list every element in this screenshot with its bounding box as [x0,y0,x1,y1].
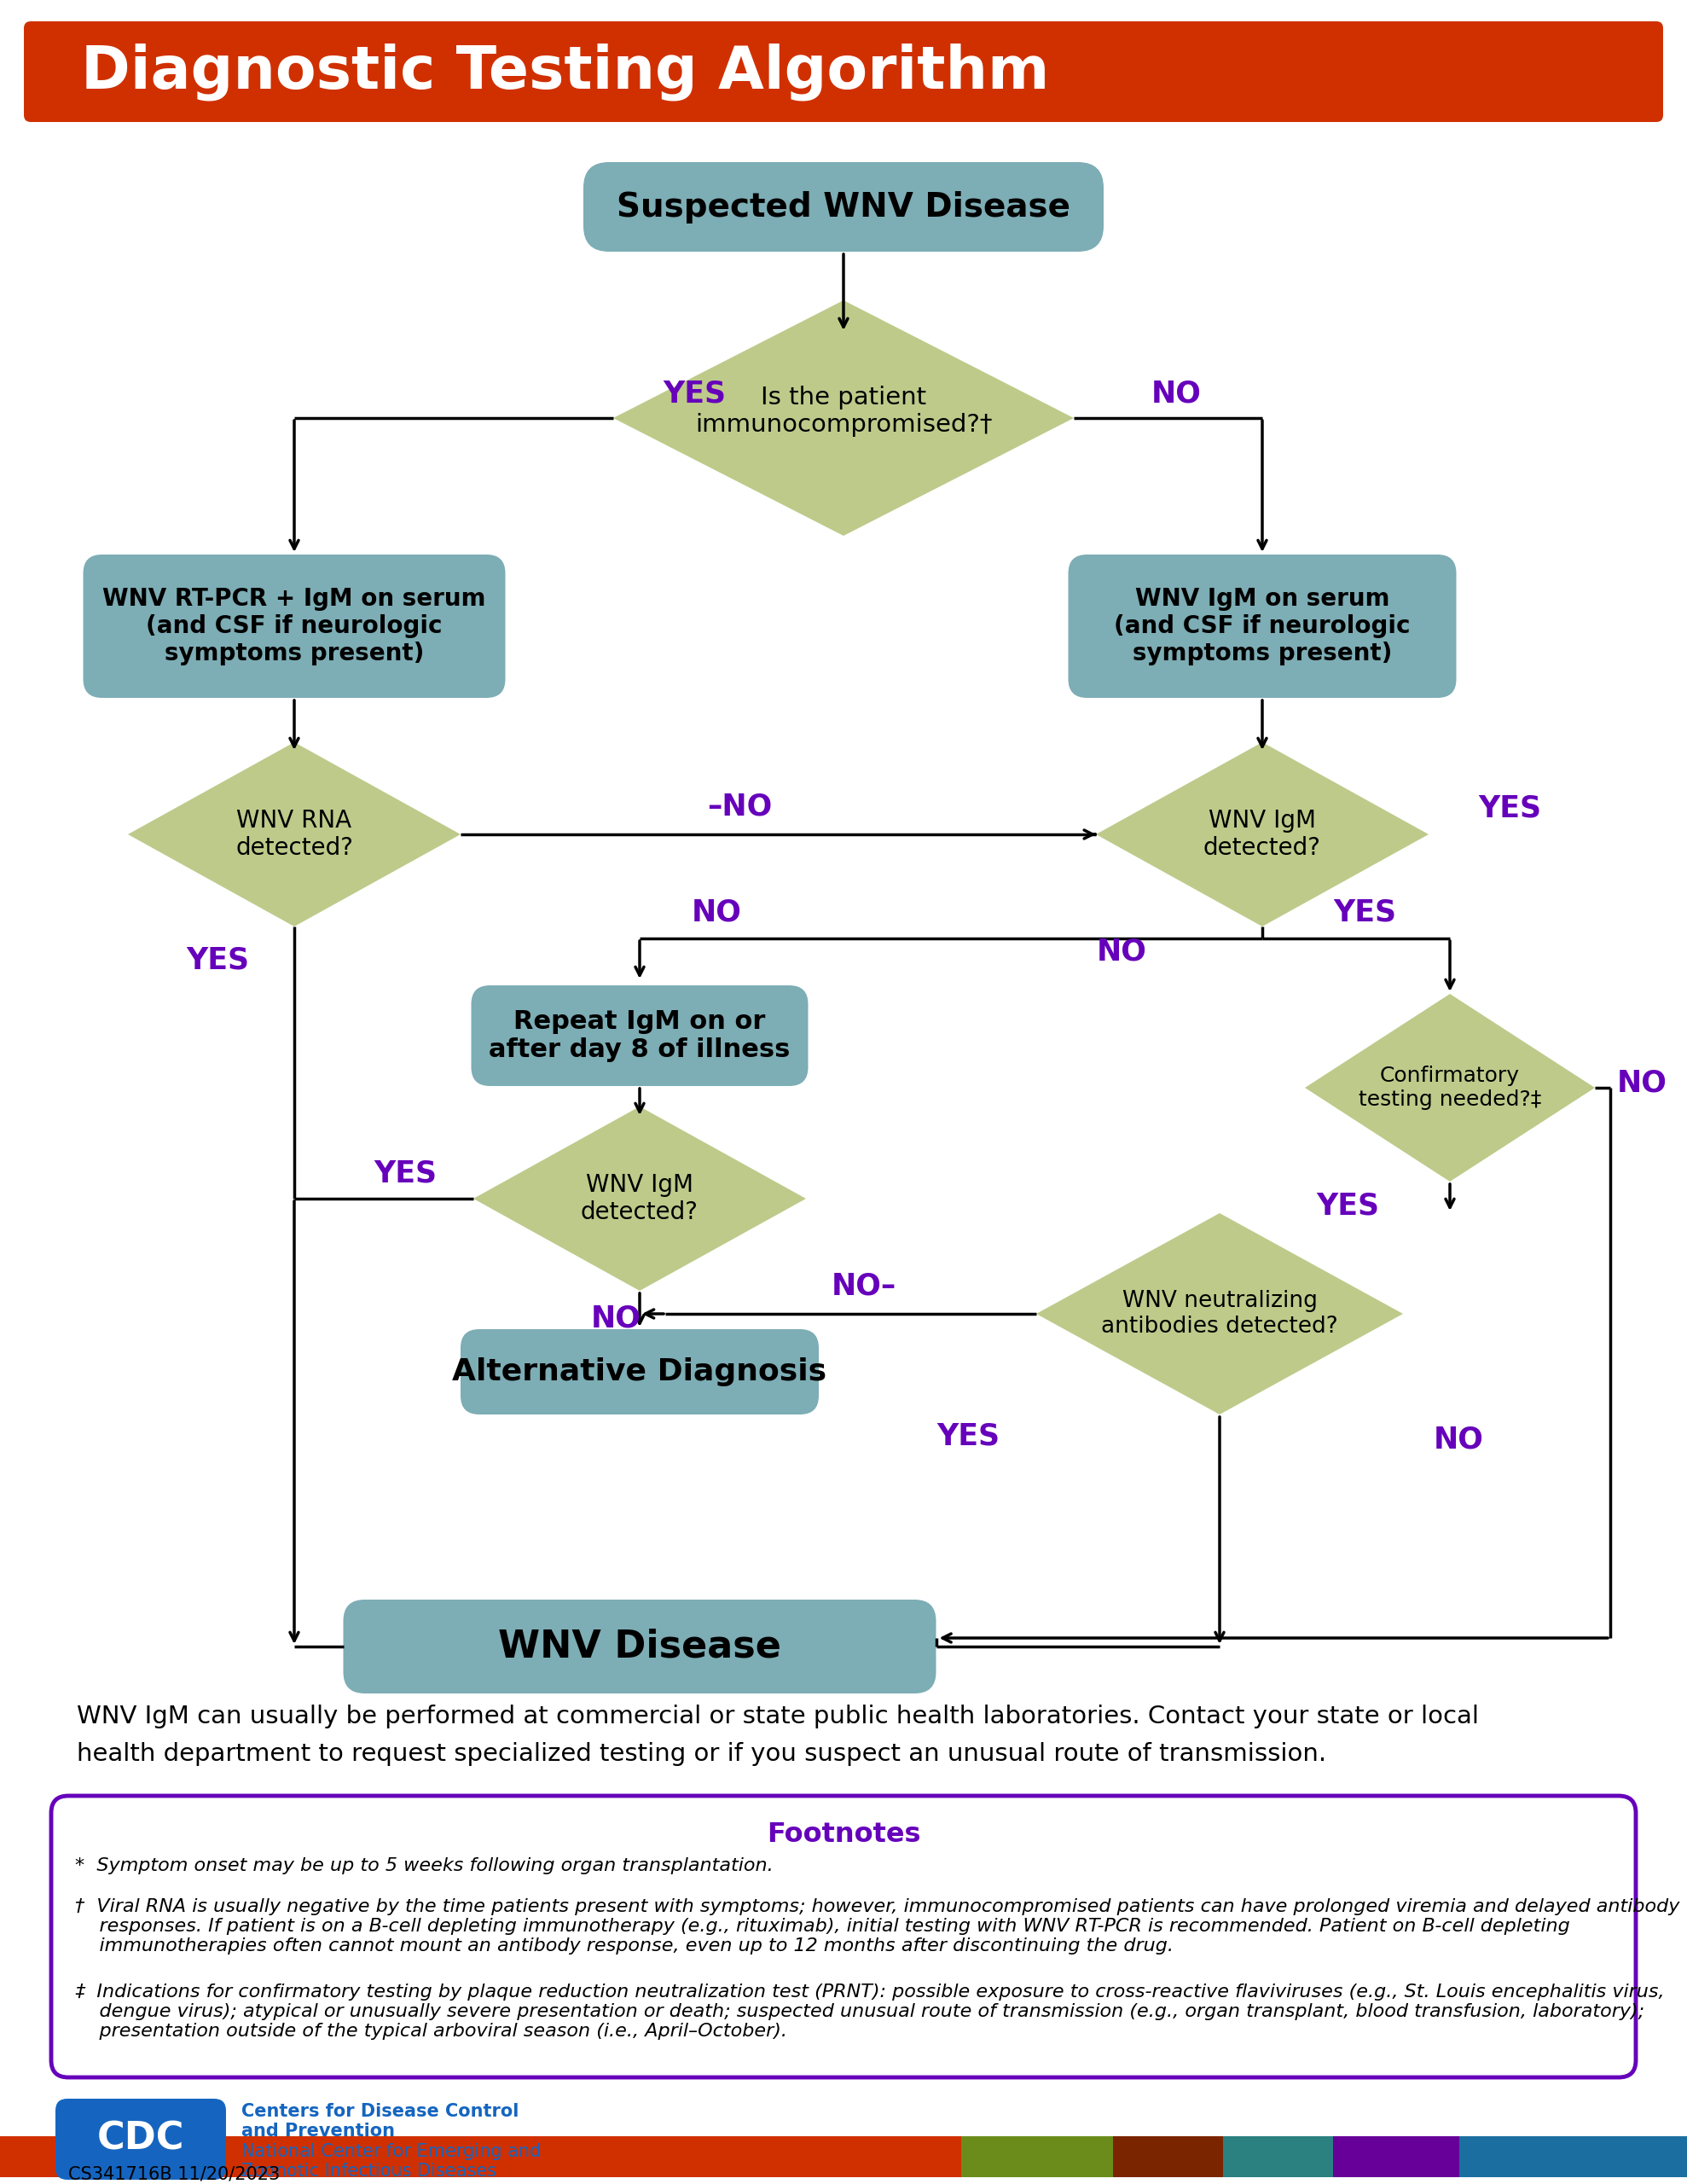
Bar [962,2136,1113,2177]
Text: WNV neutralizing
antibodies detected?: WNV neutralizing antibodies detected? [1102,1291,1338,1337]
Text: CS341716B 11/20/2023: CS341716B 11/20/2023 [67,2164,280,2182]
Text: Centers for Disease Control
and Prevention: Centers for Disease Control and Preventi… [241,2103,520,2140]
FancyBboxPatch shape [56,2099,226,2180]
Bar [1459,2136,1687,2177]
Bar [0,2136,557,2177]
Text: †  Viral RNA is usually negative by the time patients present with symptoms; how: † Viral RNA is usually negative by the t… [74,1898,1680,1955]
Text: YES: YES [373,1158,437,1188]
Polygon shape [1036,1212,1404,1415]
Text: YES: YES [1333,898,1397,928]
Text: CDC: CDC [98,2121,184,2158]
Polygon shape [612,299,1075,535]
Text: WNV IgM on serum
(and CSF if neurologic
symptoms present): WNV IgM on serum (and CSF if neurologic … [1113,587,1410,666]
Polygon shape [474,1107,806,1291]
Text: NO–: NO– [832,1271,896,1302]
Text: Suspected WNV Disease: Suspected WNV Disease [617,190,1070,223]
Text: YES: YES [1478,795,1542,823]
Text: WNV IgM can usually be performed at commercial or state public health laboratori: WNV IgM can usually be performed at comm… [78,1704,1479,1728]
FancyBboxPatch shape [83,555,506,699]
FancyBboxPatch shape [1068,555,1456,699]
Text: WNV RT-PCR + IgM on serum
(and CSF if neurologic
symptoms present): WNV RT-PCR + IgM on serum (and CSF if ne… [103,587,486,666]
Text: Diagnostic Testing Algorithm: Diagnostic Testing Algorithm [81,44,1049,100]
FancyBboxPatch shape [24,22,1663,122]
Bar [1333,2136,1459,2177]
Bar [557,2136,962,2177]
Text: Repeat IgM on or
after day 8 of illness: Repeat IgM on or after day 8 of illness [489,1009,790,1061]
Text: YES: YES [1316,1190,1378,1221]
Text: National Center for Emerging and
Zoonotic Infectious Diseases: National Center for Emerging and Zoonoti… [241,2143,542,2180]
Text: YES: YES [936,1422,1000,1450]
Text: NO: NO [1151,380,1201,408]
FancyBboxPatch shape [342,1599,936,1693]
Text: Is the patient
immunocompromised?†: Is the patient immunocompromised?† [695,384,992,437]
Text: ‡  Indications for confirmatory testing by plaque reduction neutralization test : ‡ Indications for confirmatory testing b… [74,1983,1665,2040]
Text: Confirmatory
testing needed?‡: Confirmatory testing needed?‡ [1358,1066,1542,1109]
Text: –NO: –NO [707,793,773,821]
Text: WNV Disease: WNV Disease [498,1629,781,1664]
Polygon shape [1306,994,1594,1182]
Bar [1223,2136,1333,2177]
Text: health department to request specialized testing or if you suspect an unusual ro: health department to request specialized… [78,1743,1326,1767]
Bar [1113,2136,1223,2177]
Polygon shape [1097,743,1429,926]
Text: Alternative Diagnosis: Alternative Diagnosis [452,1356,827,1387]
Text: NO: NO [692,898,742,928]
FancyBboxPatch shape [471,985,808,1085]
Text: WNV IgM
detected?: WNV IgM detected? [580,1173,698,1225]
FancyBboxPatch shape [461,1330,818,1415]
Text: NO: NO [1434,1426,1483,1455]
Text: *  Symptom onset may be up to 5 weeks following organ transplantation.: * Symptom onset may be up to 5 weeks fol… [74,1856,773,1874]
FancyBboxPatch shape [51,1795,1636,2077]
FancyBboxPatch shape [584,162,1103,251]
Text: NO: NO [590,1304,641,1332]
Polygon shape [128,743,461,926]
Text: YES: YES [186,946,250,974]
Text: NO: NO [1097,937,1147,968]
Text: Footnotes: Footnotes [766,1821,921,1848]
Text: YES: YES [663,380,725,408]
Text: WNV RNA
detected?: WNV RNA detected? [236,808,353,860]
Text: WNV IgM
detected?: WNV IgM detected? [1203,808,1321,860]
Text: NO: NO [1616,1068,1667,1099]
